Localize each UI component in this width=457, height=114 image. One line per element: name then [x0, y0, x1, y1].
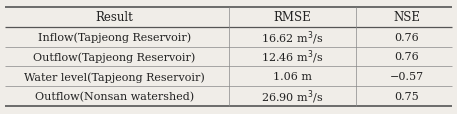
Text: RMSE: RMSE: [274, 11, 311, 24]
Text: 0.76: 0.76: [394, 52, 419, 62]
Text: 16.62 m$^3$/s: 16.62 m$^3$/s: [261, 29, 324, 46]
Text: Result: Result: [96, 11, 133, 24]
Text: 0.75: 0.75: [394, 91, 419, 101]
Text: Outflow(Tapjeong Reservoir): Outflow(Tapjeong Reservoir): [33, 52, 196, 62]
Text: Outflow(Nonsan watershed): Outflow(Nonsan watershed): [35, 91, 194, 101]
Text: 12.46 m$^3$/s: 12.46 m$^3$/s: [261, 48, 324, 66]
Text: Water level(Tapjeong Reservoir): Water level(Tapjeong Reservoir): [24, 71, 205, 82]
Text: 0.76: 0.76: [394, 32, 419, 42]
Text: 1.06 m: 1.06 m: [273, 72, 312, 82]
Text: Inflow(Tapjeong Reservoir): Inflow(Tapjeong Reservoir): [37, 32, 191, 43]
Text: 26.90 m$^3$/s: 26.90 m$^3$/s: [261, 87, 324, 105]
Text: NSE: NSE: [393, 11, 420, 24]
Text: −0.57: −0.57: [390, 72, 424, 82]
